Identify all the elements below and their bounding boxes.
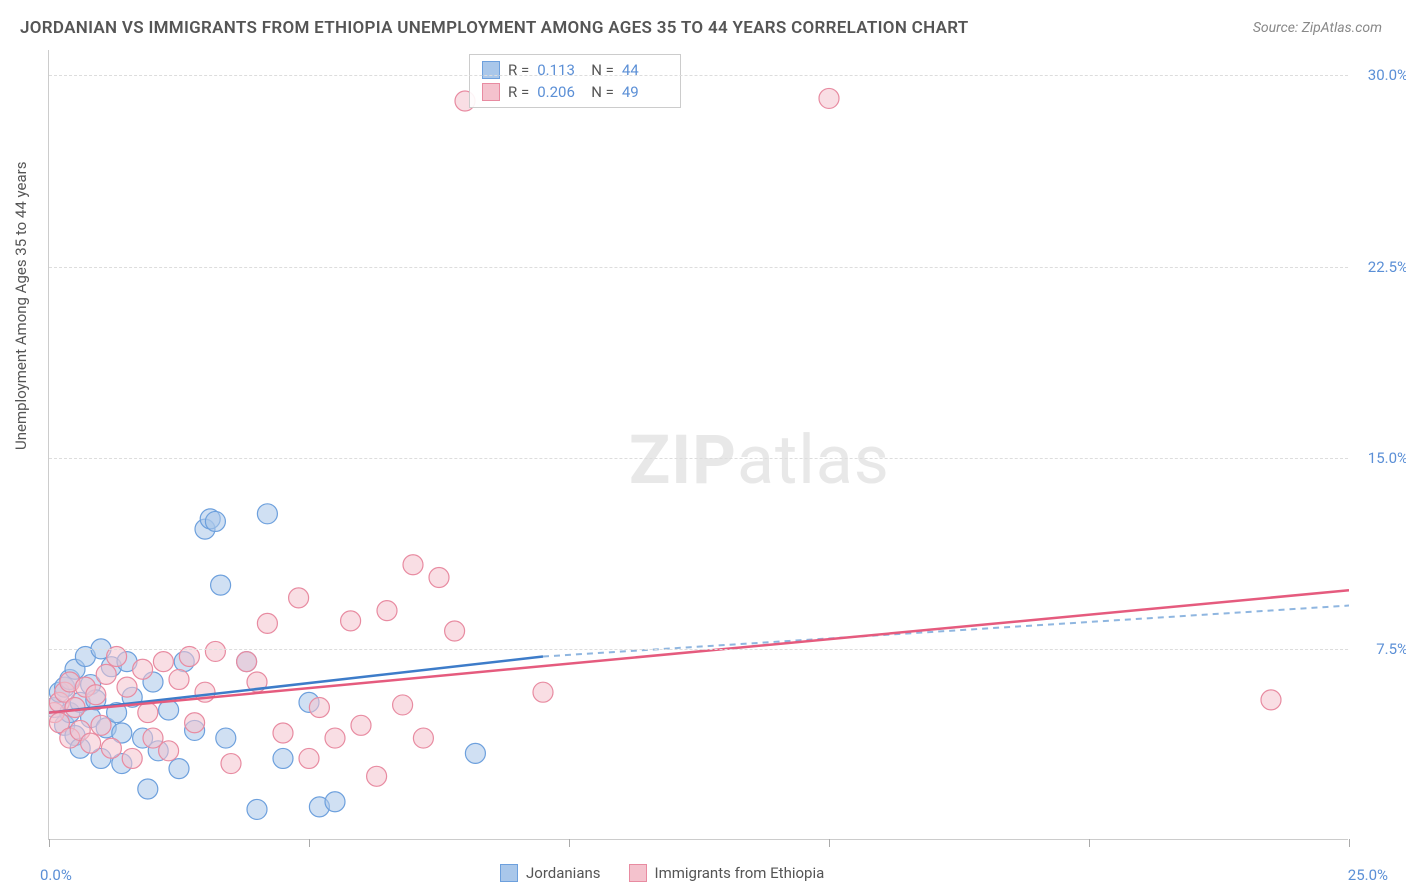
grid-h	[49, 267, 1348, 268]
scatter-point	[309, 697, 329, 717]
scatter-point	[393, 695, 413, 715]
swatch-series-1	[482, 83, 500, 101]
plot-area: ZIPatlas R = 0.113 N = 44 R = 0.206 N = …	[48, 50, 1348, 840]
scatter-point	[216, 728, 236, 748]
scatter-point	[185, 713, 205, 733]
stats-row-1: R = 0.206 N = 49	[482, 81, 668, 103]
legend-swatch-0	[500, 864, 518, 882]
scatter-point	[1261, 690, 1281, 710]
scatter-point	[117, 677, 137, 697]
scatter-point	[101, 738, 121, 758]
stats-row-0: R = 0.113 N = 44	[482, 59, 668, 81]
scatter-point	[65, 697, 85, 717]
scatter-point	[247, 799, 267, 819]
scatter-point	[221, 754, 241, 774]
y-tick-label: 30.0%	[1353, 66, 1406, 84]
x-tick-0: 0.0%	[40, 866, 72, 884]
scatter-point	[211, 575, 231, 595]
scatter-point	[299, 748, 319, 768]
scatter-point	[86, 685, 106, 705]
scatter-point	[153, 652, 173, 672]
scatter-point	[133, 659, 153, 679]
scatter-point	[273, 748, 293, 768]
scatter-point	[205, 641, 225, 661]
scatter-point	[819, 88, 839, 108]
scatter-point	[533, 682, 553, 702]
scatter-point	[351, 715, 371, 735]
chart-container: JORDANIAN VS IMMIGRANTS FROM ETHIOPIA UN…	[0, 0, 1406, 892]
x-tick-mark	[309, 839, 310, 847]
bottom-legend: Jordanians Immigrants from Ethiopia	[500, 864, 824, 882]
legend-label-0: Jordanians	[526, 864, 601, 882]
scatter-point	[325, 728, 345, 748]
scatter-point	[377, 601, 397, 621]
scatter-point	[205, 511, 225, 531]
scatter-point	[273, 723, 293, 743]
x-tick-mark	[829, 839, 830, 847]
scatter-point	[257, 504, 277, 524]
scatter-point	[237, 652, 257, 672]
scatter-point	[122, 748, 142, 768]
stats-box: R = 0.113 N = 44 R = 0.206 N = 49	[469, 54, 681, 108]
legend-item-0: Jordanians	[500, 864, 601, 882]
scatter-point	[169, 759, 189, 779]
scatter-point	[257, 613, 277, 633]
scatter-point	[138, 703, 158, 723]
grid-h	[49, 75, 1348, 76]
scatter-point	[367, 766, 387, 786]
scatter-point	[413, 728, 433, 748]
scatter-point	[403, 555, 423, 575]
x-tick-mark	[1089, 839, 1090, 847]
source-label: Source: ZipAtlas.com	[1253, 20, 1382, 36]
stat-n-label-1: N =	[591, 83, 614, 101]
x-tick-25: 25.0%	[1348, 866, 1388, 884]
scatter-point	[429, 568, 449, 588]
x-tick-mark	[569, 839, 570, 847]
scatter-point	[81, 733, 101, 753]
scatter-point	[159, 741, 179, 761]
y-tick-label: 22.5%	[1353, 258, 1406, 276]
scatter-point	[341, 611, 361, 631]
grid-h	[49, 458, 1348, 459]
scatter-point	[445, 621, 465, 641]
scatter-point	[325, 792, 345, 812]
scatter-point	[91, 715, 111, 735]
x-tick-mark	[1349, 839, 1350, 847]
x-tick-mark	[49, 839, 50, 847]
legend-label-1: Immigrants from Ethiopia	[655, 864, 825, 882]
chart-title: JORDANIAN VS IMMIGRANTS FROM ETHIOPIA UN…	[20, 18, 969, 38]
scatter-svg	[49, 50, 1349, 840]
scatter-point	[289, 588, 309, 608]
y-tick-label: 15.0%	[1353, 449, 1406, 467]
y-tick-label: 7.5%	[1353, 640, 1406, 658]
scatter-point	[465, 743, 485, 763]
legend-swatch-1	[629, 864, 647, 882]
stat-r-val-1: 0.206	[537, 83, 583, 101]
grid-h	[49, 649, 1348, 650]
legend-item-1: Immigrants from Ethiopia	[629, 864, 825, 882]
scatter-point	[96, 664, 116, 684]
y-axis-label: Unemployment Among Ages 35 to 44 years	[12, 162, 30, 450]
scatter-point	[169, 669, 189, 689]
scatter-point	[138, 779, 158, 799]
stat-r-label-1: R =	[508, 83, 529, 101]
stat-n-val-1: 49	[622, 83, 668, 101]
